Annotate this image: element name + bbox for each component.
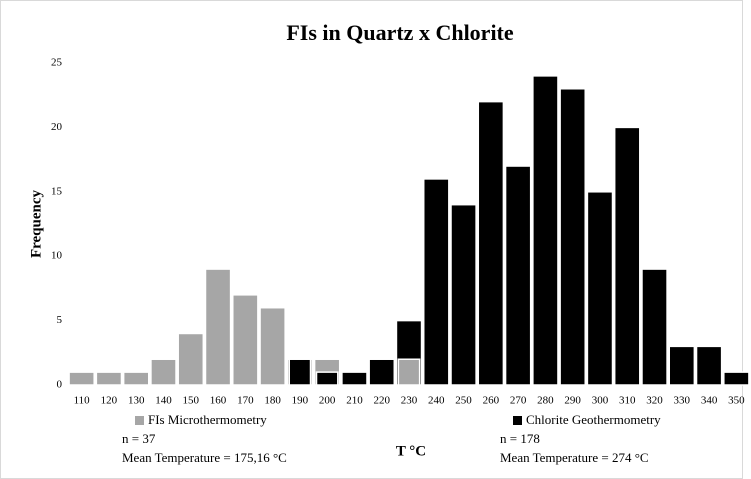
x-tick-label: 220	[373, 395, 390, 407]
bar	[122, 371, 150, 386]
bar	[668, 345, 696, 386]
y-tick-label: 20	[51, 121, 63, 133]
legend-n: n = 37	[122, 431, 156, 446]
x-tick-label: 120	[101, 395, 118, 407]
bar	[177, 332, 205, 386]
y-tick-label: 10	[51, 250, 63, 262]
x-tick-label: 150	[183, 395, 200, 407]
bar	[723, 371, 750, 386]
x-tick-label: 290	[564, 395, 581, 407]
bar	[68, 371, 95, 386]
x-tick-label: 180	[264, 395, 281, 407]
x-tick-label: 330	[674, 395, 691, 407]
x-tick-label: 280	[537, 395, 554, 407]
x-tick-label: 320	[646, 395, 663, 407]
x-tick-label: 350	[728, 395, 745, 407]
bar	[368, 358, 396, 386]
x-tick-label: 310	[619, 395, 636, 407]
bar	[341, 371, 368, 386]
bar	[422, 178, 450, 386]
x-axis-label: T °C	[396, 443, 426, 459]
bar	[95, 371, 123, 386]
x-tick-label: 260	[483, 395, 500, 407]
y-tick-label: 15	[51, 185, 63, 197]
x-tick-label: 270	[510, 395, 527, 407]
legend-mean: Mean Temperature = 274 °C	[500, 450, 649, 465]
bar	[695, 345, 723, 386]
legend-n: n = 178	[500, 431, 540, 446]
x-tick-label: 130	[128, 395, 145, 407]
chart-title: FIs in Quartz x Chlorite	[286, 20, 514, 45]
x-tick-label: 110	[74, 395, 91, 407]
legend-swatch	[513, 416, 522, 425]
bar	[150, 358, 177, 386]
x-tick-label: 170	[237, 395, 254, 407]
bar	[613, 126, 641, 386]
y-tick-label: 0	[57, 379, 63, 391]
x-tick-label: 240	[428, 395, 445, 407]
bar	[477, 100, 505, 386]
legend-swatch	[135, 416, 144, 425]
bar	[559, 88, 586, 386]
bar	[397, 358, 421, 386]
y-axis-label: Frequency	[28, 189, 44, 258]
bar	[450, 203, 477, 386]
x-tick-label: 340	[701, 395, 718, 407]
y-tick-label: 25	[51, 57, 63, 69]
x-tick-label: 300	[592, 395, 609, 407]
legend-label: Chlorite Geothermometry	[526, 412, 661, 427]
legend-mean: Mean Temperature = 175,16 °C	[122, 450, 287, 465]
bar	[532, 75, 559, 386]
x-tick-label: 190	[292, 395, 309, 407]
bar	[315, 371, 339, 386]
x-tick-label: 210	[346, 395, 363, 407]
bar	[641, 268, 668, 386]
bar	[259, 306, 286, 386]
bar	[232, 294, 259, 386]
bar	[586, 191, 614, 386]
bar	[204, 268, 232, 386]
x-tick-label: 200	[319, 395, 336, 407]
legend-label: FIs Microthermometry	[148, 412, 267, 427]
x-tick-label: 250	[455, 395, 472, 407]
x-tick-label: 160	[210, 395, 227, 407]
x-tick-label: 230	[401, 395, 418, 407]
bar	[288, 358, 312, 386]
bar	[504, 165, 532, 386]
y-tick-label: 5	[57, 314, 63, 326]
x-tick-label: 140	[155, 395, 172, 407]
